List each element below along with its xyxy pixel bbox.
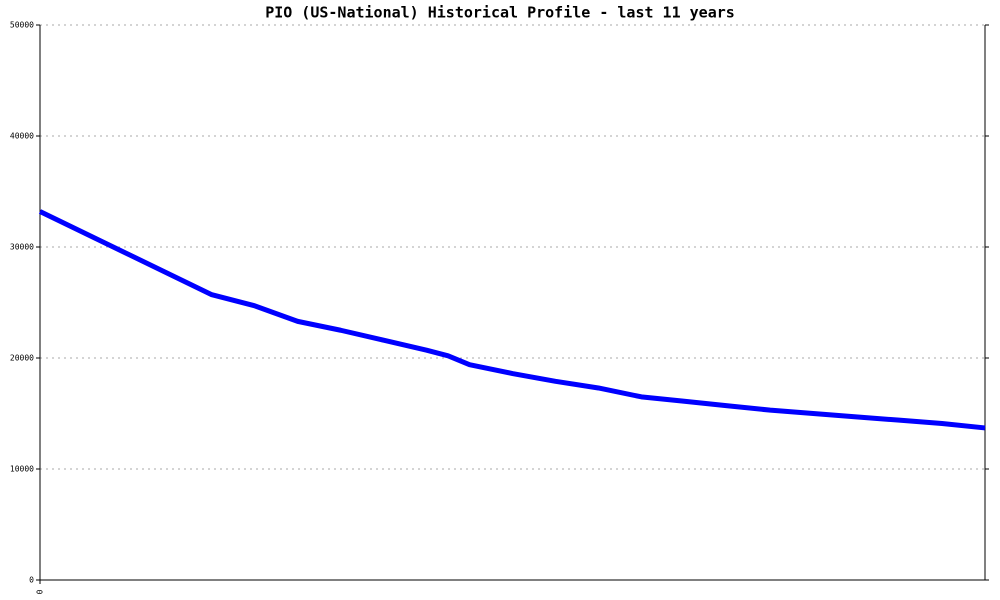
y-tick-label: 0 (29, 576, 34, 585)
y-tick-label: 10000 (10, 465, 34, 474)
y-tick-label: 30000 (10, 243, 34, 252)
y-tick-label: 50000 (10, 21, 34, 30)
x-tick-label: 0 (36, 589, 45, 594)
data-line (38, 209, 986, 431)
y-tick-label: 40000 (10, 132, 34, 141)
chart-title: PIO (US-National) Historical Profile - l… (265, 4, 735, 22)
y-tick-label: 20000 (10, 354, 34, 363)
